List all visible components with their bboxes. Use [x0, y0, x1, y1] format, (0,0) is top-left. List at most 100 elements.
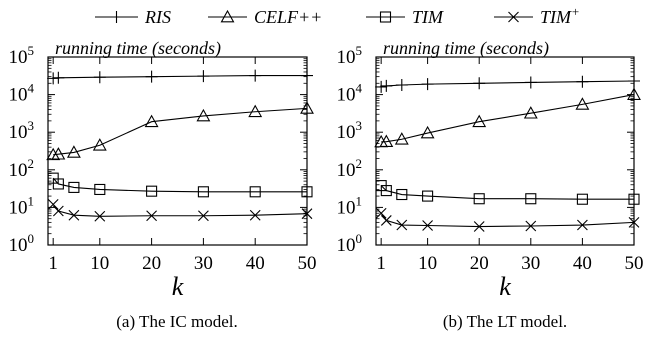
legend-marker-cross: [508, 11, 519, 23]
data-point: [196, 108, 211, 122]
data-point: [301, 69, 313, 82]
data-point: [51, 147, 66, 160]
x-tick-label: 40: [246, 253, 265, 274]
series-celf: [374, 87, 641, 148]
data-point: [301, 186, 313, 198]
series-ris: [47, 69, 313, 85]
y-tick-label: 101: [337, 193, 363, 218]
series-line: [52, 177, 307, 193]
y-tick-label: 105: [9, 43, 35, 68]
data-point: [92, 138, 107, 151]
series-line: [380, 185, 634, 200]
series-timplus: [47, 199, 313, 222]
x-tick-label: 30: [194, 253, 213, 274]
legend-entry-celf: CELF++: [208, 7, 322, 27]
x-tick-label: 10: [90, 253, 109, 274]
data-point: [249, 186, 261, 198]
x-tick-label: 50: [298, 253, 317, 274]
y-tick-label: 104: [337, 81, 363, 106]
series-ris: [375, 74, 640, 93]
data-point: [249, 209, 261, 221]
plot-frame: [375, 56, 635, 246]
data-point: [627, 87, 641, 100]
data-point: [576, 75, 589, 88]
x-axis-label: k: [172, 272, 184, 301]
x-tick-label: 30: [521, 253, 540, 274]
data-point: [93, 71, 106, 84]
data-point: [379, 134, 394, 148]
data-point: [52, 178, 64, 190]
y-tick-label: 103: [337, 118, 363, 143]
data-point: [380, 185, 392, 197]
y-tick-label: 100: [9, 231, 35, 256]
data-point: [249, 69, 262, 82]
data-point: [396, 188, 408, 201]
series-line: [53, 107, 308, 156]
data-point: [473, 221, 485, 232]
data-point: [380, 215, 392, 226]
data-point: [525, 193, 537, 205]
data-point: [422, 220, 433, 231]
x-tick-label: 50: [625, 253, 644, 274]
data-point: [628, 74, 640, 87]
data-point: [146, 210, 157, 222]
data-point: [248, 104, 263, 118]
data-point: [146, 185, 158, 197]
data-point: [145, 70, 158, 83]
series-tim: [47, 172, 313, 198]
panel-caption: (a) The IC model.: [116, 312, 237, 331]
data-point: [144, 114, 159, 128]
data-point: [47, 199, 59, 210]
legend-marker-square: [379, 11, 392, 23]
x-tick-label: 10: [418, 253, 437, 274]
data-point: [47, 72, 60, 85]
data-point: [52, 71, 65, 84]
chart-lt-model: running time (seconds)100101102103104105…: [337, 38, 644, 331]
data-point: [301, 208, 313, 220]
data-point: [523, 106, 538, 119]
y-tick-label: 102: [9, 156, 35, 181]
data-point: [628, 216, 640, 228]
data-point: [66, 145, 81, 158]
data-point: [577, 219, 588, 231]
legend-label: TIM+: [540, 4, 580, 27]
data-point: [628, 193, 640, 205]
data-point: [576, 193, 588, 205]
y-tick-label: 102: [337, 156, 363, 181]
legend-label: CELF++: [254, 7, 322, 27]
x-tick-label: 20: [142, 253, 161, 274]
chart-title: running time (seconds): [55, 38, 221, 59]
data-point: [375, 207, 387, 219]
legend-entry-ris: RIS: [95, 7, 171, 27]
data-point: [198, 210, 209, 222]
series-tim: [375, 180, 640, 205]
plot-frame: [47, 56, 308, 246]
data-point: [420, 125, 435, 139]
data-point: [94, 183, 106, 196]
data-point: [395, 79, 408, 92]
legend-entry-tim: TIM: [366, 7, 444, 27]
data-point: [394, 132, 409, 145]
data-point: [422, 190, 434, 202]
data-point: [525, 220, 537, 232]
legend-label: TIM: [412, 7, 444, 27]
data-point: [197, 186, 209, 198]
data-point: [68, 181, 80, 193]
y-tick-label: 101: [9, 193, 35, 218]
y-tick-label: 104: [9, 81, 35, 106]
series-line: [53, 75, 307, 79]
series-line: [381, 80, 635, 88]
legend: RIS CELF++ TIM TIM+: [95, 4, 580, 27]
legend-entry-tim-plus: TIM+: [494, 4, 580, 27]
data-point: [52, 205, 64, 217]
legend-marker-triangle: [220, 9, 235, 23]
x-axis-label: k: [499, 272, 511, 301]
data-point: [473, 193, 485, 205]
data-point: [94, 210, 106, 222]
data-point: [473, 77, 486, 90]
data-point: [396, 219, 408, 231]
x-tick-label: 1: [376, 253, 386, 274]
series-line: [380, 212, 635, 228]
data-point: [300, 101, 314, 114]
